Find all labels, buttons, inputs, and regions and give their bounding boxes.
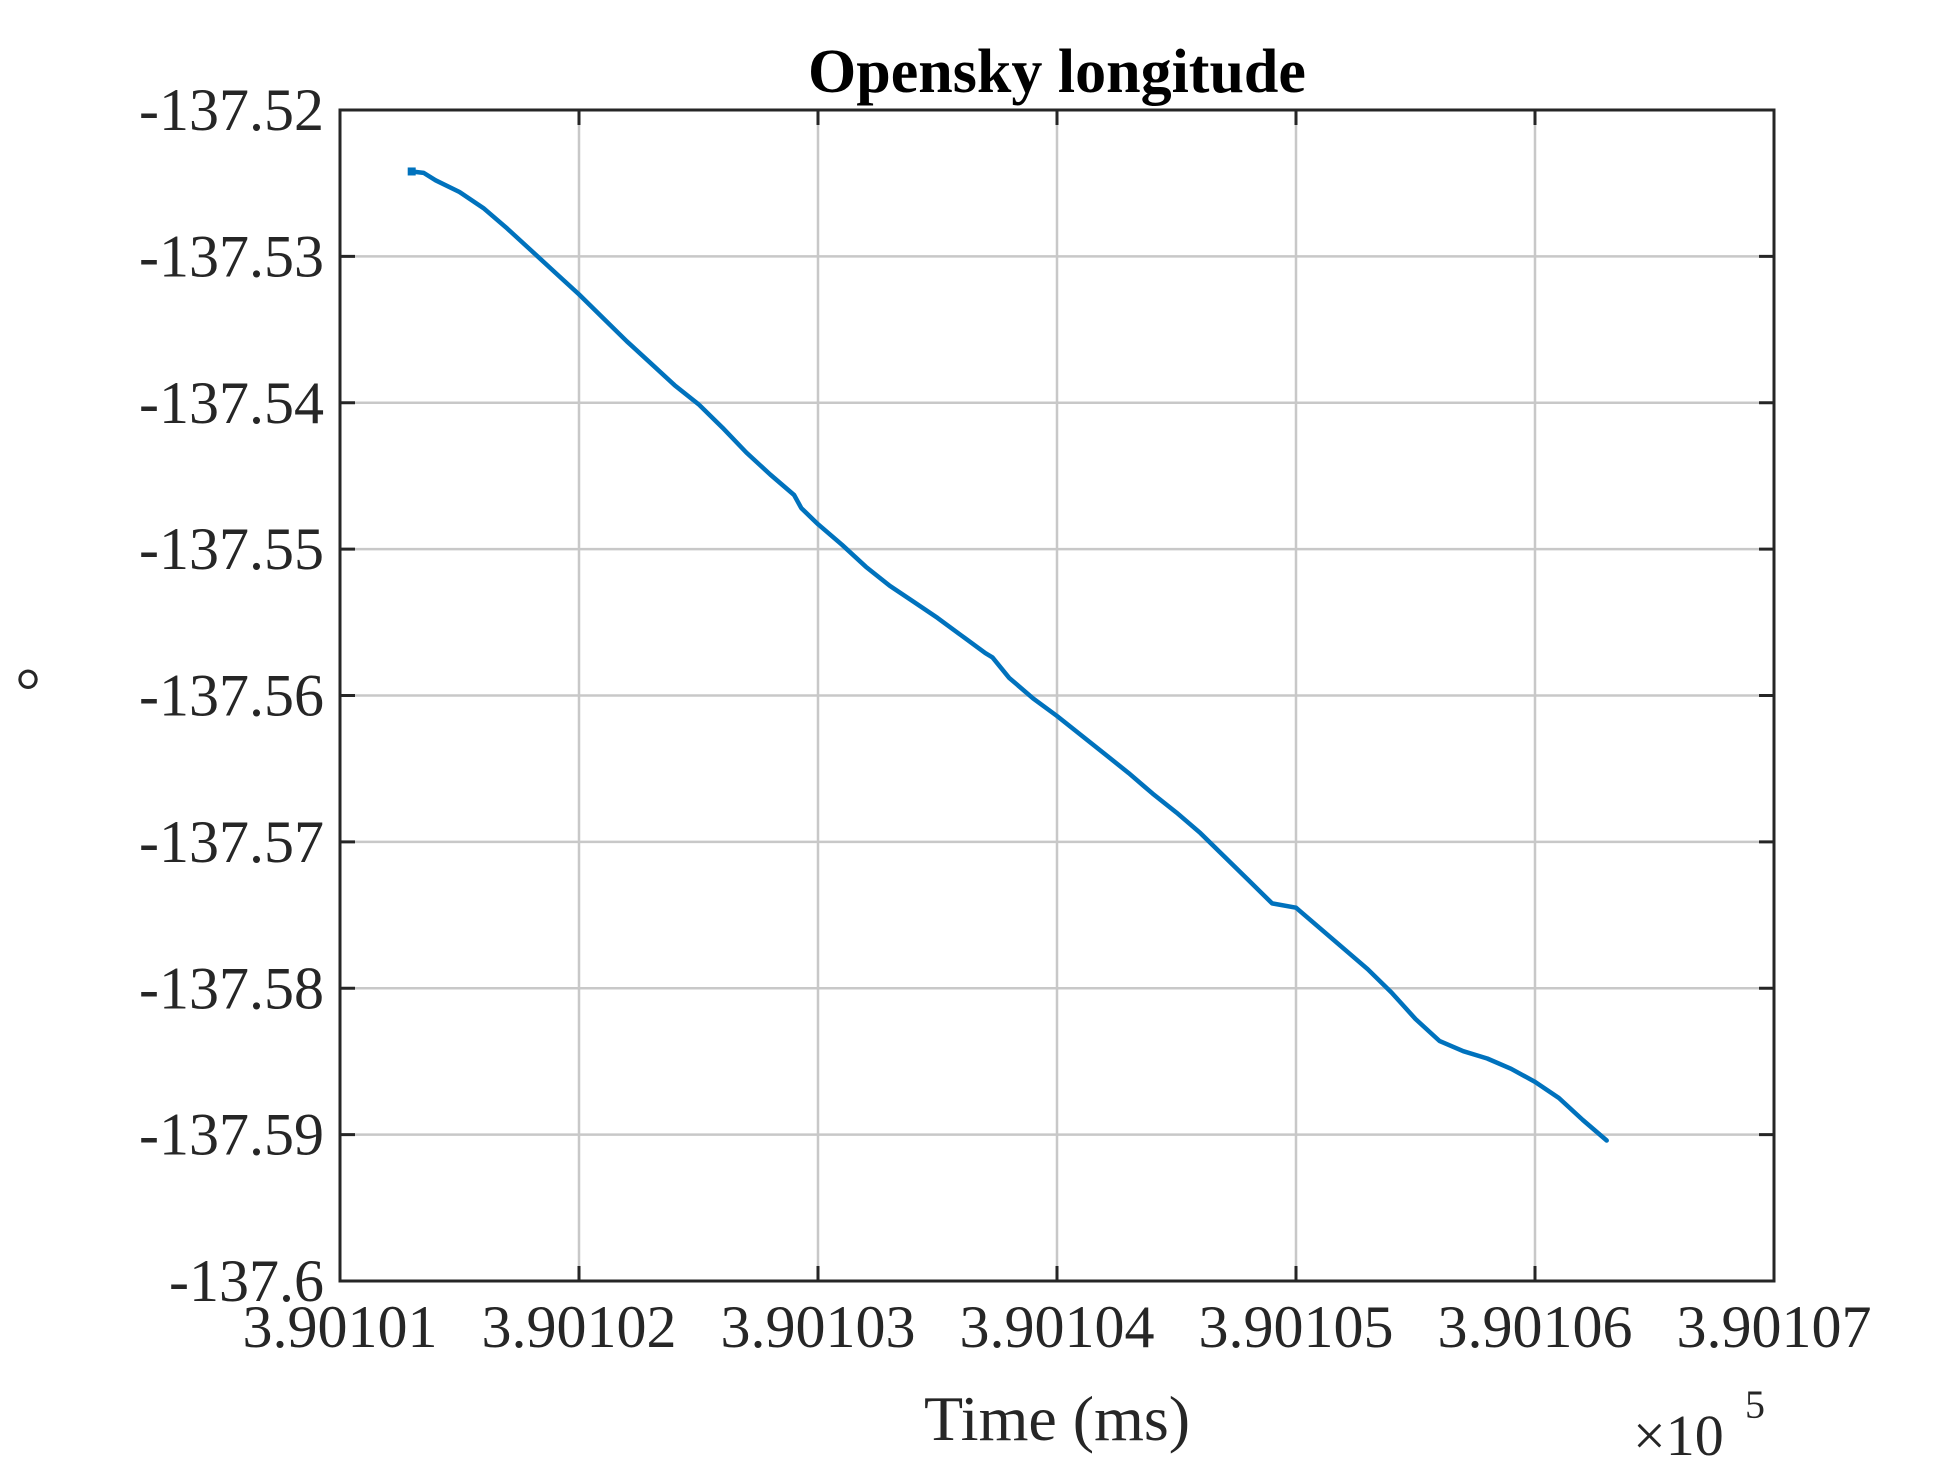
x-tick-label: 3.90107: [1677, 1294, 1872, 1360]
y-tick-label: -137.57: [139, 809, 324, 875]
y-axis-label: °: [15, 655, 41, 726]
y-tick-label: -137.53: [139, 223, 324, 289]
x-tick-label: 3.90104: [960, 1294, 1155, 1360]
y-tick-label: -137.6: [169, 1248, 324, 1314]
y-tick-labels: -137.52 -137.53 -137.54 -137.55 -137.56 -137.…: [139, 77, 324, 1314]
ticks: [338, 108, 1776, 1283]
series-line-0: [409, 169, 1609, 1143]
x-tick-label: 3.90106: [1438, 1294, 1633, 1360]
y-tick-label: -137.54: [139, 370, 324, 436]
y-tick-label: -137.58: [139, 955, 324, 1021]
x-exponent-power: 5: [1745, 1382, 1765, 1427]
x-tick-label: 3.90103: [721, 1294, 916, 1360]
y-tick-label: -137.59: [139, 1102, 324, 1168]
x-axis-label: Time (ms): [924, 1383, 1190, 1454]
series-layer: [407, 167, 1609, 1143]
series-start-marker: [407, 167, 416, 176]
x-tick-label: 3.90102: [482, 1294, 677, 1360]
x-exponent-base: ×10: [1633, 1403, 1724, 1463]
x-tick-label: 3.90105: [1199, 1294, 1394, 1360]
y-tick-label: -137.56: [139, 663, 324, 729]
y-tick-label: -137.55: [139, 516, 324, 582]
x-tick-labels: 3.90101 3.90102 3.90103 3.90104 3.90105 3.901…: [243, 1294, 1872, 1360]
chart-title: Opensky longitude: [808, 38, 1306, 106]
x-tick-label: 3.90101: [243, 1294, 438, 1360]
grid: [340, 110, 1774, 1281]
y-tick-label: -137.52: [139, 77, 324, 143]
x-exponent: ×10 5: [1633, 1382, 1765, 1463]
